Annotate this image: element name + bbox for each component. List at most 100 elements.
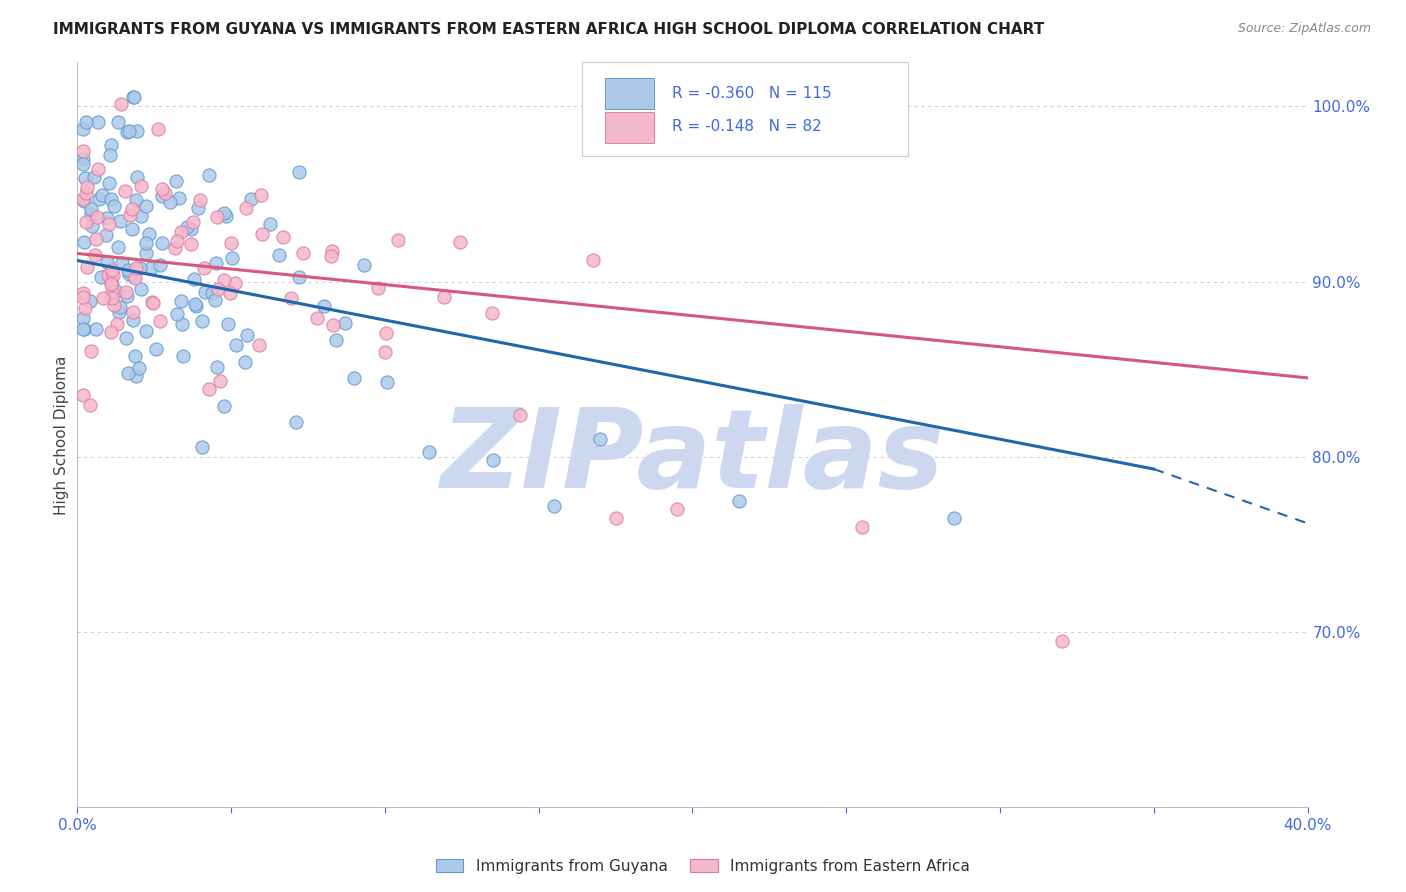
Text: Source: ZipAtlas.com: Source: ZipAtlas.com	[1237, 22, 1371, 36]
Point	[72, 290, 94, 304]
Point	[205, 255, 228, 269]
Point	[481, 306, 503, 320]
Point	[249, 338, 271, 352]
Point	[96, 211, 118, 226]
Point	[543, 499, 565, 513]
Point	[80, 202, 103, 216]
Point	[214, 206, 236, 220]
Point	[121, 221, 143, 235]
Point	[201, 286, 224, 301]
Point	[72, 310, 94, 325]
Point	[1050, 633, 1073, 648]
Text: IMMIGRANTS FROM GUYANA VS IMMIGRANTS FROM EASTERN AFRICA HIGH SCHOOL DIPLOMA COR: IMMIGRANTS FROM GUYANA VS IMMIGRANTS FRO…	[53, 22, 1045, 37]
Point	[79, 294, 101, 309]
Point	[122, 305, 145, 319]
Point	[107, 240, 129, 254]
Point	[418, 445, 440, 459]
Point	[240, 192, 263, 206]
Point	[139, 260, 162, 275]
Point	[103, 268, 125, 282]
Point	[176, 219, 198, 234]
Point	[96, 227, 118, 242]
Point	[125, 193, 148, 207]
Point	[165, 241, 187, 255]
Point	[93, 291, 115, 305]
Point	[124, 90, 146, 104]
Point	[120, 266, 142, 280]
Point	[191, 314, 214, 328]
Point	[75, 186, 97, 200]
Point	[252, 227, 274, 242]
Point	[100, 192, 122, 206]
Point	[117, 262, 139, 277]
Point	[259, 217, 281, 231]
Point	[107, 115, 129, 129]
Point	[208, 375, 231, 389]
Point	[117, 366, 139, 380]
Point	[114, 184, 136, 198]
Point	[101, 277, 124, 292]
Point	[84, 322, 107, 336]
Point	[121, 202, 143, 216]
Point	[288, 269, 311, 284]
Point	[128, 260, 150, 275]
Point	[159, 194, 181, 209]
Point	[212, 399, 235, 413]
Point	[97, 217, 120, 231]
Point	[169, 191, 191, 205]
Point	[100, 277, 122, 291]
Point	[72, 152, 94, 166]
Point	[105, 284, 128, 298]
Point	[170, 225, 193, 239]
Text: R = -0.360   N = 115: R = -0.360 N = 115	[672, 87, 831, 101]
Point	[433, 290, 456, 304]
Y-axis label: High School Diploma: High School Diploma	[53, 355, 69, 515]
Point	[322, 318, 344, 333]
Point	[149, 313, 172, 327]
Point	[146, 121, 169, 136]
Point	[72, 322, 94, 336]
Point	[83, 169, 105, 184]
Point	[73, 301, 96, 315]
Point	[115, 331, 138, 345]
Point	[100, 137, 122, 152]
Point	[97, 176, 120, 190]
Point	[87, 115, 110, 129]
Point	[124, 369, 146, 384]
Point	[333, 316, 356, 330]
Point	[387, 233, 409, 247]
Point	[284, 415, 307, 429]
Point	[180, 222, 202, 236]
FancyBboxPatch shape	[605, 78, 654, 110]
Point	[165, 174, 187, 188]
Point	[217, 317, 239, 331]
Point	[183, 272, 205, 286]
Point	[219, 236, 242, 251]
Point	[75, 214, 97, 228]
Point	[197, 382, 219, 396]
Point	[131, 209, 153, 223]
Point	[110, 97, 132, 112]
Point	[101, 285, 124, 299]
Point	[118, 208, 141, 222]
Point	[215, 209, 238, 223]
Point	[86, 162, 108, 177]
Point	[150, 235, 173, 250]
Point	[142, 296, 165, 310]
Point	[75, 114, 97, 128]
Point	[72, 286, 94, 301]
Point	[73, 235, 96, 249]
Point	[145, 342, 167, 356]
Point	[666, 502, 689, 516]
Point	[100, 325, 122, 339]
Point	[129, 282, 152, 296]
Point	[343, 371, 366, 385]
Point	[194, 285, 217, 299]
Point	[124, 271, 146, 285]
Point	[117, 267, 139, 281]
Point	[101, 262, 124, 277]
Text: ZIPatlas: ZIPatlas	[440, 404, 945, 511]
Point	[236, 328, 259, 343]
FancyBboxPatch shape	[582, 62, 908, 155]
Point	[170, 293, 193, 308]
